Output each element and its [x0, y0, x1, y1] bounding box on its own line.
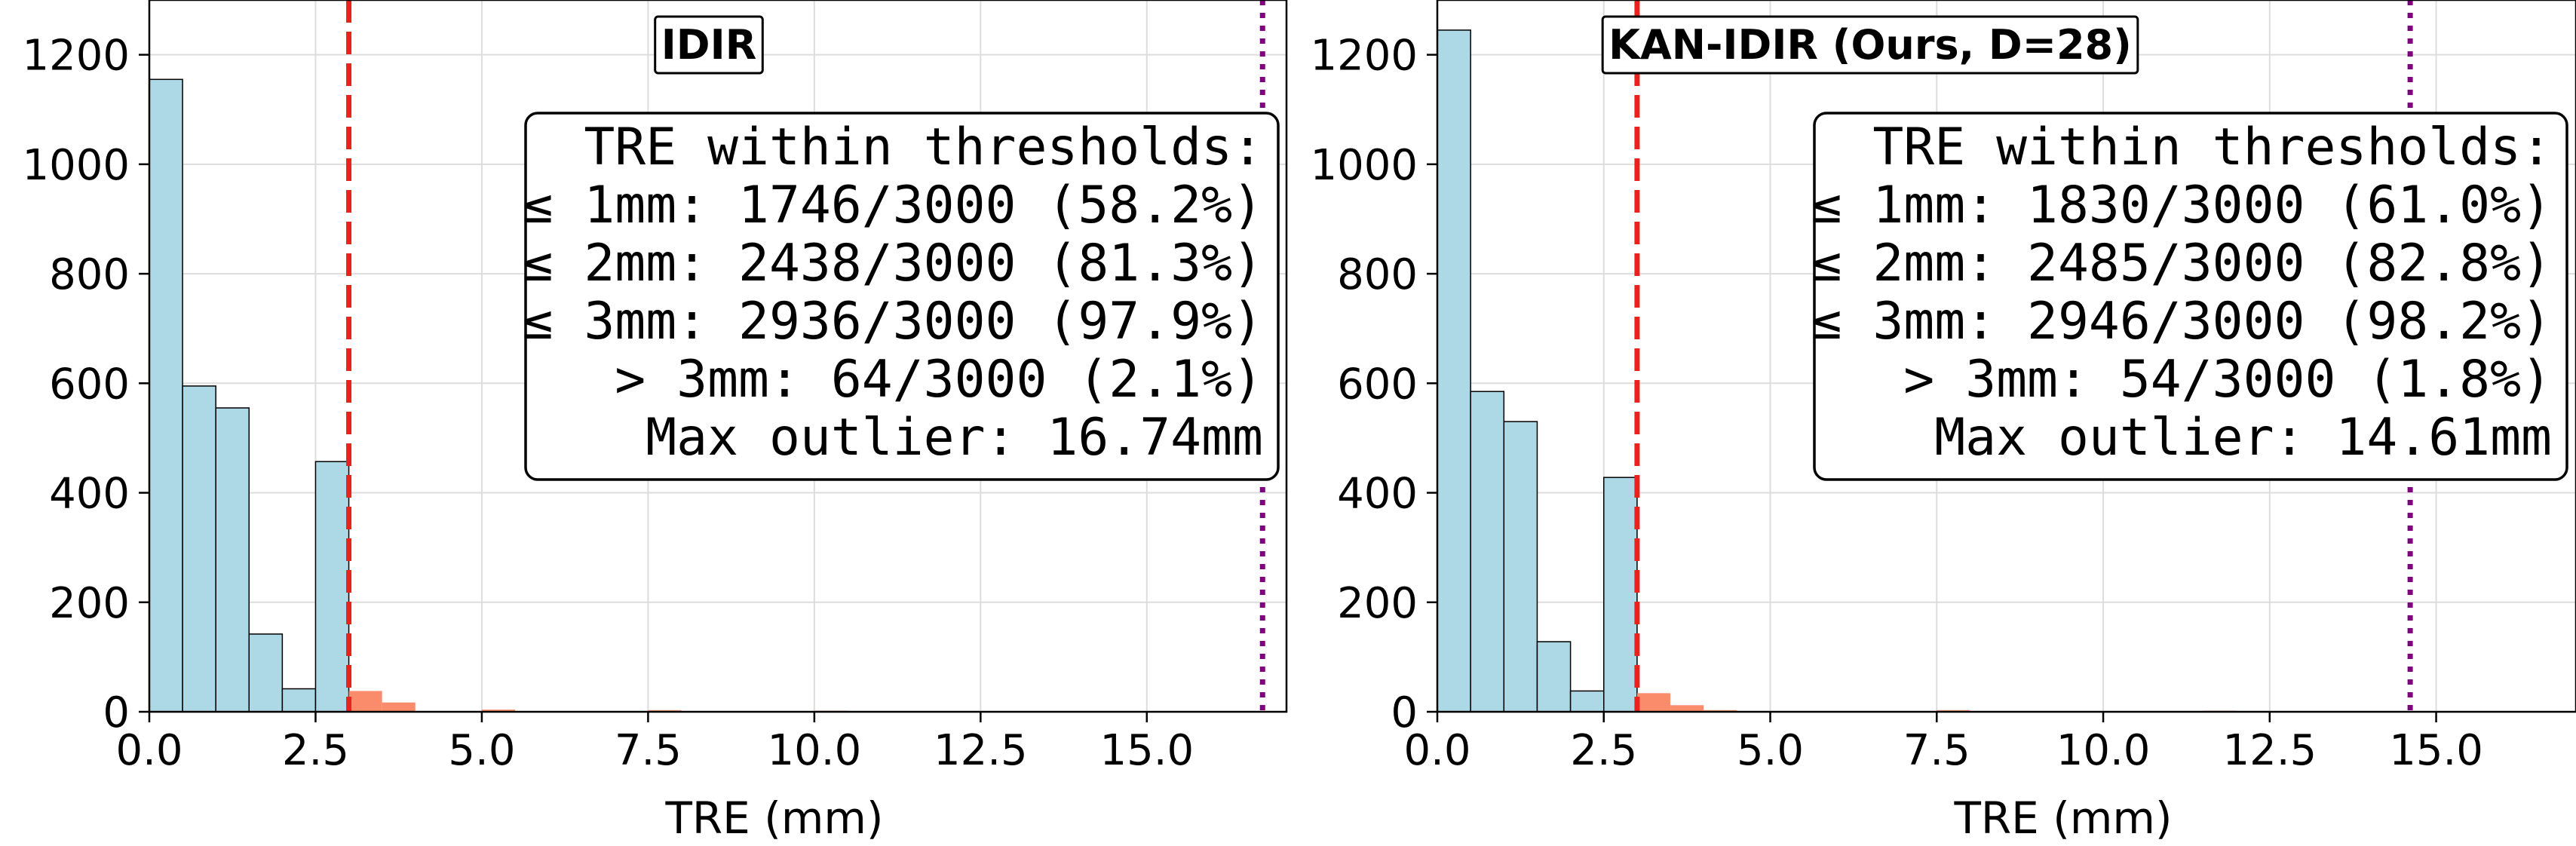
- x-tick-label: 12.5: [2222, 726, 2317, 775]
- y-tick-label: 1200: [22, 32, 130, 81]
- stats-line: ≤ 3mm: 2936/3000 (97.9%): [522, 292, 1263, 351]
- stats-line: TRE within thresholds:: [1872, 118, 2552, 177]
- y-tick-label: 0: [1391, 688, 1418, 737]
- y-tick-label: 600: [1337, 360, 1418, 409]
- y-tick-label: 800: [1337, 250, 1418, 299]
- histogram-bar-within: [149, 78, 183, 713]
- y-tick-label: 1000: [1310, 141, 1418, 190]
- histogram-bar-within: [1503, 421, 1538, 713]
- plot-frame: [148, 0, 1288, 713]
- stats-line: ≤ 1mm: 1746/3000 (58.2%): [522, 176, 1263, 235]
- histogram-bar-within: [1536, 641, 1572, 713]
- x-tick-label: 7.5: [615, 726, 682, 775]
- chart-panel-2: 0.0 2.5 5.0 7.5 10.0 12.5 15.0 0 200 400 600 800 100…: [1310, 0, 2576, 844]
- y-tick-label: 1200: [1310, 32, 1418, 81]
- y-tick-label: 600: [49, 360, 130, 409]
- title-box: [654, 15, 764, 75]
- x-tick-label: 2.5: [1570, 726, 1637, 775]
- chart-title: KAN-IDIR (Ours, D=28): [1608, 21, 2132, 69]
- stats-line: ≤ 3mm: 2946/3000 (98.2%): [1811, 292, 2552, 351]
- title-box: [1601, 15, 2139, 75]
- y-tick-label: 800: [49, 250, 130, 299]
- y-tick-label: 200: [49, 579, 130, 628]
- x-tick-label: 5.0: [448, 726, 515, 775]
- x-tick-label: 15.0: [1099, 726, 1194, 775]
- stats-line: ≤ 2mm: 2485/3000 (82.8%): [1811, 234, 2552, 293]
- stats-line: TRE within thresholds:: [584, 118, 1263, 177]
- y-tick-label: 200: [1337, 579, 1418, 628]
- stats-line: ≤ 2mm: 2438/3000 (81.3%): [522, 234, 1263, 293]
- histogram-bar-within: [314, 461, 350, 713]
- stats-line: Max outlier: 16.74mm: [646, 408, 1263, 467]
- histogram-bar-outlier: [382, 702, 416, 712]
- x-tick-label: 5.0: [1737, 726, 1804, 775]
- x-tick-label: 0.0: [115, 726, 182, 775]
- x-tick-label: 15.0: [2389, 726, 2483, 775]
- y-tick-label: 400: [1337, 470, 1418, 519]
- plot-frame: [1436, 0, 2576, 713]
- x-tick-label: 7.5: [1903, 726, 1970, 775]
- histogram-bar-outlier: [1670, 705, 1704, 712]
- x-axis-label: TRE (mm): [664, 792, 883, 844]
- histogram-bar-within: [248, 633, 284, 713]
- histogram-bar-within: [215, 407, 250, 713]
- stats-line: > 3mm: 54/3000 (1.8%): [1903, 350, 2552, 409]
- stats-line: ≤ 1mm: 1830/3000 (61.0%): [1811, 176, 2552, 235]
- histogram-bar-within: [1437, 29, 1471, 713]
- histogram-bar-outlier: [481, 710, 516, 712]
- stats-line: > 3mm: 64/3000 (2.1%): [615, 350, 1263, 409]
- stats-box: [524, 112, 1280, 481]
- x-tick-label: 10.0: [768, 726, 862, 775]
- histogram-bar-within: [1470, 391, 1505, 713]
- y-tick-label: 400: [49, 470, 130, 519]
- y-tick-label: 1000: [22, 141, 130, 190]
- x-tick-label: 12.5: [934, 726, 1028, 775]
- chart-title: IDIR: [661, 21, 757, 69]
- histogram-bar-outlier: [1636, 693, 1671, 712]
- chart-panel-1: 0.0 2.5 5.0 7.5 10.0 12.5 15.0 0 200 400 600 800 100…: [22, 0, 1288, 844]
- x-tick-label: 0.0: [1403, 726, 1470, 775]
- histogram-bar-within: [281, 688, 317, 713]
- x-axis-label: TRE (mm): [1953, 792, 2172, 844]
- histogram-bar-within: [182, 385, 216, 713]
- histogram-bar-within: [1569, 690, 1605, 713]
- stats-box: [1813, 112, 2568, 481]
- histogram-bar-within: [1603, 477, 1638, 713]
- histogram-bar-outlier: [348, 691, 382, 712]
- x-tick-label: 2.5: [282, 726, 349, 775]
- x-tick-label: 10.0: [2056, 726, 2151, 775]
- stats-line: Max outlier: 14.61mm: [1934, 408, 2552, 467]
- y-tick-label: 0: [103, 688, 130, 737]
